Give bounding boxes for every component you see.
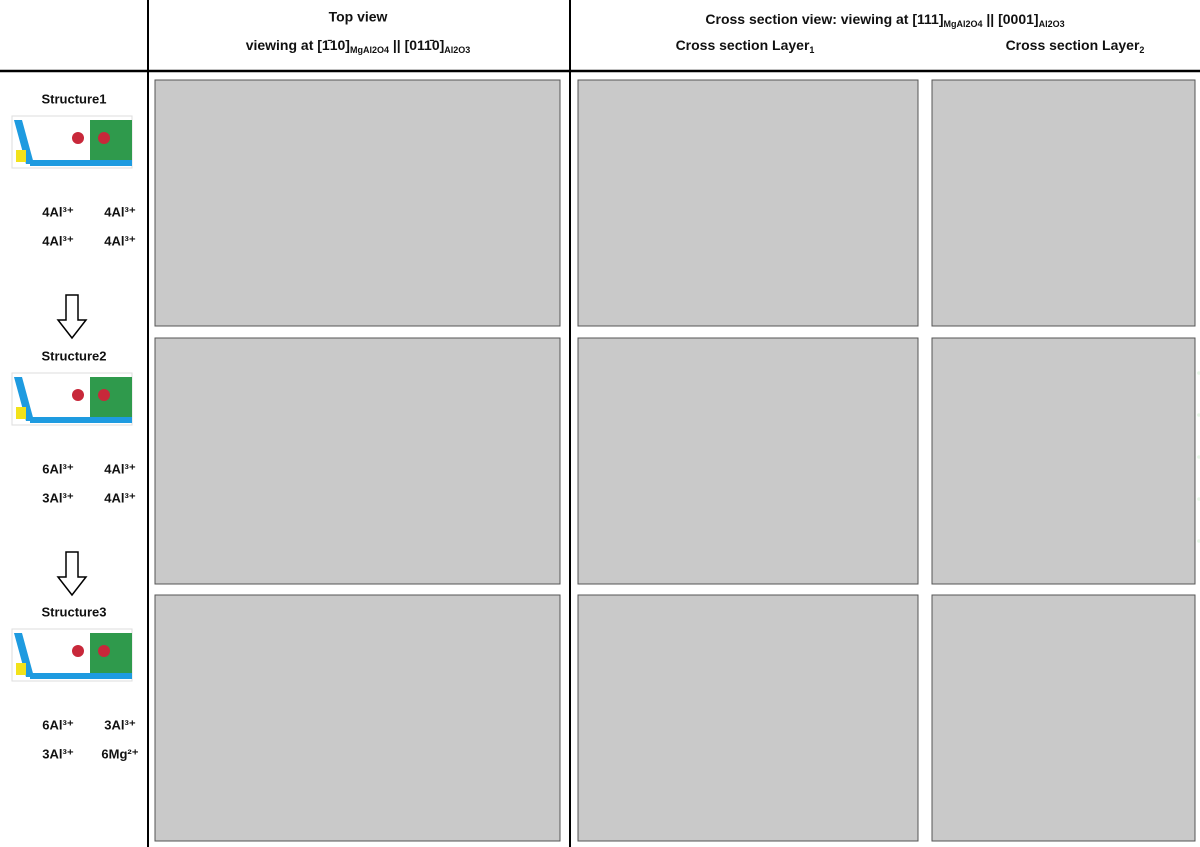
ion-label: 3Al³⁺ xyxy=(42,490,74,505)
thumb-blue xyxy=(30,417,132,423)
ion-label: 4Al³⁺ xyxy=(104,204,136,219)
down-arrow xyxy=(58,552,86,595)
ion-label: 4Al³⁺ xyxy=(104,233,136,248)
ion-label: 4Al³⁺ xyxy=(42,233,74,248)
thumb-blue xyxy=(30,160,132,166)
header-subtitle: Cross section view: viewing at [111]MgAl… xyxy=(705,11,1064,30)
thumb-atom xyxy=(98,132,110,144)
subscript: MgAl2O4 xyxy=(350,45,389,55)
thumb-atom xyxy=(98,389,110,401)
panel xyxy=(578,338,918,584)
thumb-green xyxy=(90,377,132,421)
header-subtitle: Cross section Layer1 xyxy=(676,37,815,56)
thumb-atom xyxy=(72,389,84,401)
thumb-atom xyxy=(98,645,110,657)
ion-label: 3Al³⁺ xyxy=(104,717,136,732)
thumb-blue xyxy=(30,673,132,679)
text-part: Cross section Layer xyxy=(1006,37,1140,53)
structure-thumbnail xyxy=(12,116,132,168)
ion-label: 4Al³⁺ xyxy=(104,490,136,505)
down-arrow xyxy=(58,295,86,338)
header-subtitle: Cross section Layer2 xyxy=(1006,37,1145,56)
panel xyxy=(932,80,1195,326)
structure-name: Structure3 xyxy=(41,604,106,619)
thumb-atom xyxy=(72,132,84,144)
text-part: Cross section Layer xyxy=(676,37,810,53)
ion-label: 6Mg²⁺ xyxy=(101,746,138,761)
thumb-green xyxy=(90,633,132,677)
subscript: Al2O3 xyxy=(444,45,470,55)
header-title: Top view xyxy=(329,9,388,25)
panel xyxy=(932,338,1195,584)
thumb-yellow xyxy=(16,150,26,162)
panel xyxy=(155,595,560,841)
ion-label: 4Al³⁺ xyxy=(42,204,74,219)
thumb-atom xyxy=(72,645,84,657)
structure-name: Structure2 xyxy=(41,348,106,363)
text-part: viewing at [1̄10] xyxy=(246,37,350,53)
ion-label: 6Al³⁺ xyxy=(42,717,74,732)
text-part: || [0001] xyxy=(983,11,1039,27)
header-subtitle: viewing at [1̄10]MgAl2O4 || [011̄0]Al2O3 xyxy=(246,37,471,56)
structure-thumbnail xyxy=(12,373,132,425)
panel xyxy=(155,338,560,584)
text-part: || [011̄0] xyxy=(389,37,444,53)
ion-label: 6Al³⁺ xyxy=(42,461,74,476)
thumb-yellow xyxy=(16,663,26,675)
panel xyxy=(578,595,918,841)
structure-thumbnail xyxy=(12,629,132,681)
thumb-yellow xyxy=(16,407,26,419)
panel xyxy=(578,80,918,326)
panel xyxy=(155,80,560,326)
structure-name: Structure1 xyxy=(41,91,106,106)
text-part: Cross section view: viewing at [111] xyxy=(705,11,943,27)
subscript: Al2O3 xyxy=(1039,19,1065,29)
subscript: 2 xyxy=(1139,45,1144,55)
ion-label: 4Al³⁺ xyxy=(104,461,136,476)
subscript: 1 xyxy=(809,45,814,55)
subscript: MgAl2O4 xyxy=(943,19,982,29)
thumb-green xyxy=(90,120,132,164)
panel xyxy=(932,595,1195,841)
figure: Top viewviewing at [1̄10]MgAl2O4 || [011… xyxy=(0,0,1200,847)
ion-label: 3Al³⁺ xyxy=(42,746,74,761)
